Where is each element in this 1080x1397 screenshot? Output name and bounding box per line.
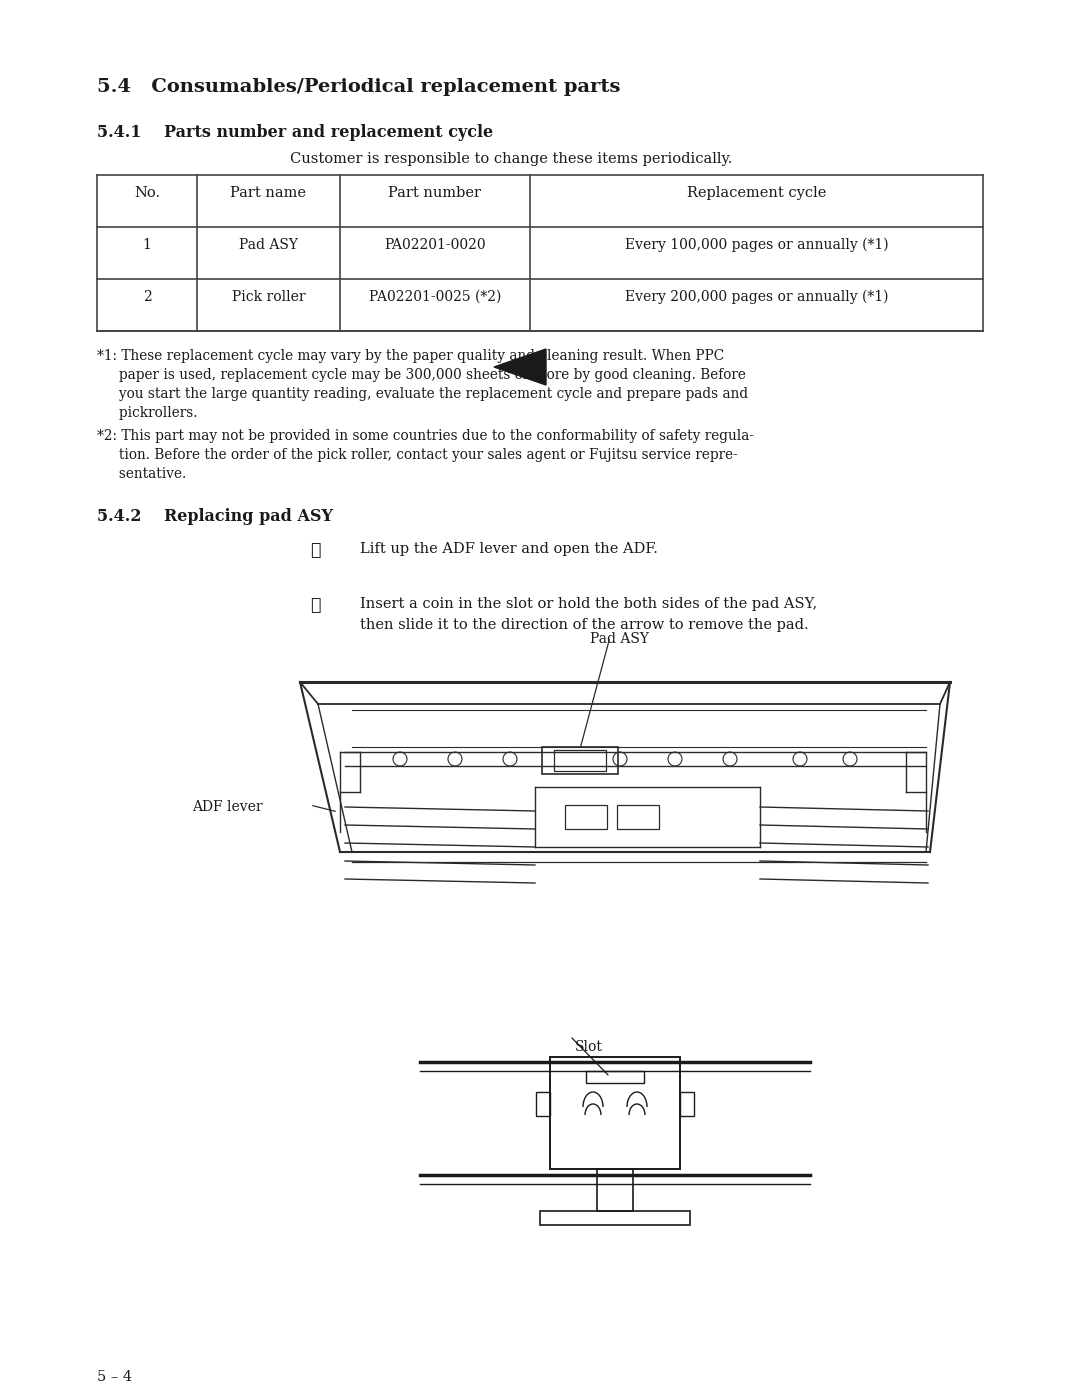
Text: pickrollers.: pickrollers. (97, 407, 198, 420)
Bar (542, 747, 618, 774)
Text: 2: 2 (143, 291, 151, 305)
Text: tion. Before the order of the pick roller, contact your sales agent or Fujitsu s: tion. Before the order of the pick rolle… (97, 448, 738, 462)
Text: 5.4.2    Replacing pad ASY: 5.4.2 Replacing pad ASY (97, 509, 333, 525)
Bar (554, 750, 606, 771)
Text: PA02201-0025 (*2): PA02201-0025 (*2) (368, 291, 501, 305)
Text: paper is used, replacement cycle may be 300,000 sheets or more by good cleaning.: paper is used, replacement cycle may be … (97, 367, 746, 381)
Text: Part name: Part name (230, 186, 307, 200)
Text: then slide it to the direction of the arrow to remove the pad.: then slide it to the direction of the ar… (360, 617, 809, 631)
Text: 5.4   Consumables/Periodical replacement parts: 5.4 Consumables/Periodical replacement p… (97, 78, 620, 96)
Text: 1: 1 (143, 237, 151, 251)
Bar (540, 1211, 690, 1225)
Text: Replacement cycle: Replacement cycle (687, 186, 826, 200)
Text: Slot: Slot (575, 1039, 603, 1053)
Text: ②: ② (310, 597, 321, 615)
Bar (550, 1058, 680, 1169)
Text: No.: No. (134, 186, 160, 200)
Text: 5.4.1    Parts number and replacement cycle: 5.4.1 Parts number and replacement cycle (97, 124, 494, 141)
Bar (597, 1169, 633, 1211)
Text: *1: These replacement cycle may vary by the paper quality and cleaning result. W: *1: These replacement cycle may vary by … (97, 349, 724, 363)
Bar (617, 805, 659, 828)
Text: ADF lever: ADF lever (192, 800, 262, 814)
Text: Pad ASY: Pad ASY (239, 237, 298, 251)
Bar (565, 805, 607, 828)
Text: ①: ① (310, 542, 321, 559)
Text: Insert a coin in the slot or hold the both sides of the pad ASY,: Insert a coin in the slot or hold the bo… (360, 597, 818, 610)
Text: *2: This part may not be provided in some countries due to the conformability of: *2: This part may not be provided in som… (97, 429, 754, 443)
Text: Customer is responsible to change these items periodically.: Customer is responsible to change these … (291, 152, 732, 166)
Text: Lift up the ADF lever and open the ADF.: Lift up the ADF lever and open the ADF. (360, 542, 658, 556)
Bar (536, 1092, 550, 1116)
Text: Part number: Part number (389, 186, 482, 200)
Bar (586, 1071, 644, 1083)
Text: PA02201-0020: PA02201-0020 (384, 237, 486, 251)
Text: Pad ASY: Pad ASY (590, 631, 649, 645)
Text: you start the large quantity reading, evaluate the replacement cycle and prepare: you start the large quantity reading, ev… (97, 387, 748, 401)
Text: Every 200,000 pages or annually (*1): Every 200,000 pages or annually (*1) (624, 289, 888, 305)
Text: 5 – 4: 5 – 4 (97, 1370, 132, 1384)
Text: Every 100,000 pages or annually (*1): Every 100,000 pages or annually (*1) (624, 237, 889, 253)
Bar (680, 1092, 694, 1116)
Text: Pick roller: Pick roller (232, 291, 306, 305)
Text: sentative.: sentative. (97, 467, 186, 481)
Polygon shape (494, 349, 546, 386)
